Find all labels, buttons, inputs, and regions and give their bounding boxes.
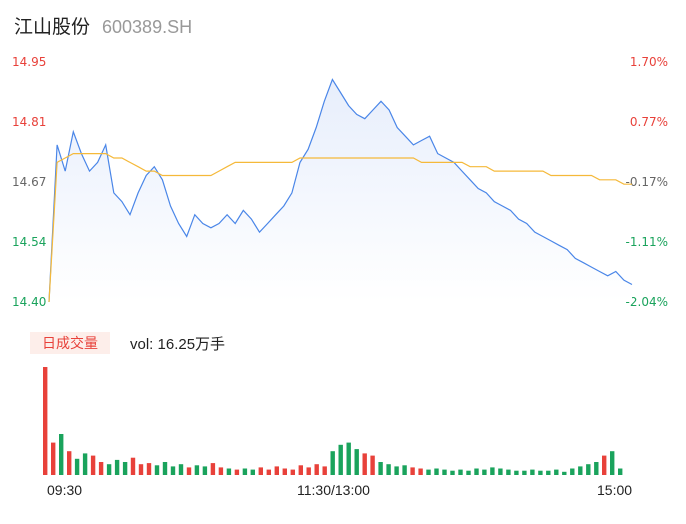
volume-bar: [170, 466, 176, 475]
volume-bar: [594, 462, 599, 475]
y-tick-left: 14.54: [12, 235, 47, 249]
volume-bar: [282, 468, 287, 475]
volume-bar: [538, 470, 543, 475]
volume-bar: [202, 466, 208, 475]
y-tick-right: 0.77%: [629, 115, 668, 129]
volume-bar: [346, 442, 351, 475]
volume-bar: [59, 434, 64, 475]
volume-bar: [178, 464, 184, 475]
stock-name: 江山股份: [14, 17, 91, 38]
volume-bar: [51, 442, 56, 475]
volume-bar: [362, 453, 367, 475]
y-tick-right: -0.17%: [625, 175, 668, 189]
volume-bar: [394, 466, 399, 475]
volume-bar: [194, 465, 200, 475]
volume-bar: [43, 367, 48, 475]
volume-bar: [242, 468, 248, 475]
volume-bar: [514, 470, 519, 475]
volume-bar: [378, 462, 383, 475]
volume-bar: [442, 469, 447, 475]
volume-bar: [330, 451, 335, 475]
volume-bar: [98, 462, 104, 475]
volume-bar: [602, 455, 607, 475]
volume-bar: [146, 463, 152, 475]
avg-price-line: [48, 153, 632, 303]
stock-code: 600389.SH: [102, 17, 193, 37]
volume-bar: [586, 464, 591, 475]
y-tick-right: -2.04%: [625, 295, 668, 309]
volume-bar: [498, 468, 503, 475]
y-tick-left: 14.67: [12, 175, 47, 189]
volume-bar: [522, 470, 527, 475]
volume-bar: [482, 469, 487, 475]
volume-bar: [138, 464, 144, 475]
volume-bar: [74, 458, 80, 475]
volume-bar: [562, 471, 567, 475]
volume-bar: [290, 469, 295, 475]
volume-bar: [570, 468, 575, 475]
volume-bar: [314, 464, 319, 475]
volume-bar: [458, 469, 463, 475]
x-tick: 09:30: [47, 482, 83, 498]
volume-bar: [186, 467, 192, 475]
y-tick-right: 1.70%: [629, 55, 668, 69]
volume-bar: [466, 470, 471, 475]
volume-bar: [386, 464, 391, 475]
volume-bar: [162, 462, 168, 475]
volume-bar: [554, 469, 559, 475]
volume-bar: [218, 467, 224, 475]
volume-bar: [274, 466, 279, 475]
volume-bar: [426, 469, 431, 475]
volume-bar: [122, 462, 128, 475]
volume-bar: [402, 465, 407, 475]
volume-bar: [82, 453, 88, 475]
volume-bar: [234, 469, 240, 475]
volume-bar: [610, 451, 615, 475]
volume-bar: [578, 466, 583, 475]
x-tick: 15:00: [597, 482, 633, 498]
y-tick-left: 14.95: [12, 55, 47, 69]
volume-bar: [226, 468, 232, 475]
y-tick-left: 14.40: [12, 295, 47, 309]
volume-bar: [306, 467, 311, 475]
price-area: [49, 79, 632, 302]
volume-bar: [266, 469, 271, 475]
y-tick-right: -1.11%: [625, 235, 668, 249]
volume-bar: [506, 469, 511, 475]
price-line: [48, 78, 633, 303]
volume-bar: [130, 457, 136, 475]
x-tick: 11:30/13:00: [297, 482, 370, 498]
volume-bar: [90, 455, 96, 475]
volume-bar: [154, 465, 160, 475]
volume-bar: [418, 468, 423, 475]
volume-bar: [106, 464, 112, 475]
volume-bar: [370, 455, 375, 475]
volume-bar: [67, 451, 72, 475]
volume-bar: [618, 468, 623, 475]
volume-bar: [410, 467, 415, 475]
volume-badge: 日成交量: [30, 332, 110, 354]
chart-title: 江山股份 600389.SH: [14, 12, 192, 39]
volume-bar: [450, 470, 455, 475]
volume-bar: [474, 468, 479, 475]
volume-bar: [338, 444, 343, 475]
volume-bar: [258, 467, 263, 475]
y-tick-left: 14.81: [12, 115, 47, 129]
volume-bar: [298, 465, 303, 475]
volume-bar: [114, 459, 120, 475]
volume-bar: [354, 449, 359, 475]
volume-label: vol: 16.25万手: [130, 336, 226, 353]
volume-bar: [530, 469, 535, 475]
volume-bar: [490, 467, 495, 475]
volume-bar: [250, 469, 255, 475]
volume-bar: [210, 463, 216, 475]
volume-bar: [434, 468, 439, 475]
volume-bar: [546, 470, 551, 475]
volume-bar: [322, 466, 327, 475]
